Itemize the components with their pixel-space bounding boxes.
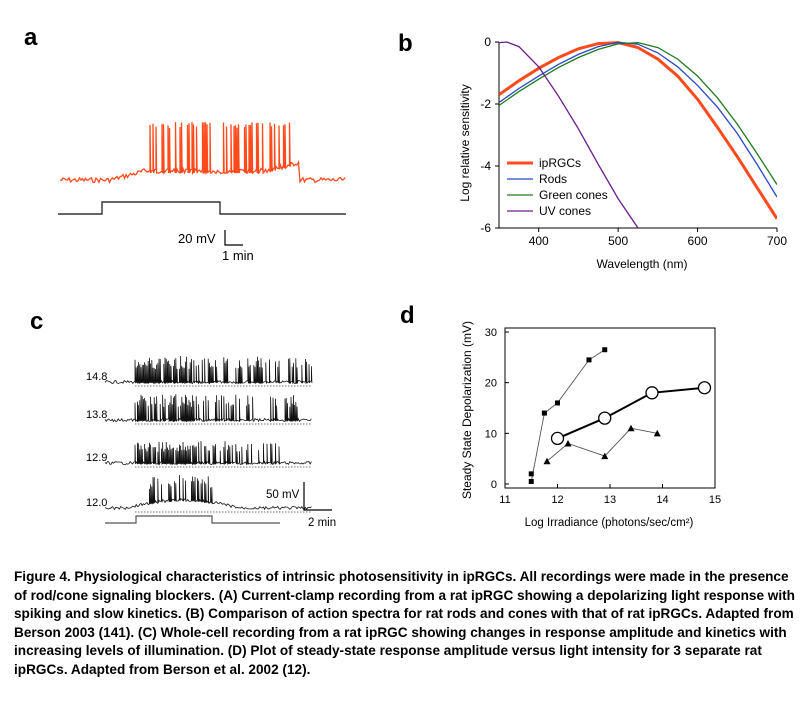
panel-a-scale-bar — [224, 230, 243, 246]
panel-c-scale-bar — [303, 482, 332, 511]
panel-d-line-square — [530, 349, 606, 482]
panel-c-trace — [104, 474, 312, 511]
panel-d-ylabel: Steady State Depolarization (mV) — [460, 321, 474, 499]
panel-b-xlabel: Wavelength (nm) — [597, 257, 688, 271]
panel-d-x-tick-label: 15 — [709, 494, 721, 506]
panel-b-y-tick-label: -2 — [480, 97, 491, 111]
panel-d-point-triangle — [653, 429, 661, 437]
panel-a-light-step — [58, 201, 346, 215]
panel-b-axes: 400 500 600 700 0 -2 -4 -6 — [480, 35, 787, 248]
panel-d-point-square — [602, 347, 608, 353]
panel-b-legend: ipRGCs Rods Green cones UV cones — [507, 156, 608, 218]
panel-d-chart: Steady State Depolarization (mV) 11 12 13 1… — [460, 321, 721, 529]
panel-b-legend-label: Rods — [539, 172, 567, 186]
panel-c-trace-label: 14.8 — [86, 371, 107, 383]
panel-a-scale-time: 1 min — [222, 248, 254, 263]
panel-d-point-square — [541, 410, 547, 416]
panel-b-chart: Log relative sensitivity 400 500 600 700 0 -2… — [458, 35, 787, 271]
panel-d-point-triangle — [543, 457, 551, 465]
panel-d-x-tick-label: 13 — [604, 494, 616, 506]
panel-c-trace — [104, 394, 312, 423]
panel-b-y-tick-label: -6 — [480, 221, 491, 235]
panel-d-letter: d — [400, 302, 415, 329]
panel-d-point-square — [555, 400, 560, 406]
panel-d-y-tick-label: 0 — [491, 479, 497, 491]
panel-a-scale-voltage: 20 mV — [178, 231, 216, 246]
panel-b-series-iprgcs — [499, 41, 777, 220]
panel-d-point-circle — [697, 381, 712, 395]
panel-d-point-circle — [550, 431, 565, 446]
panel-a-trace — [59, 121, 346, 184]
panel-c-trace — [104, 441, 312, 466]
panel-b-x-tick-label: 600 — [688, 234, 708, 248]
panel-b-ylabel: Log relative sensitivity — [458, 84, 472, 201]
panel-d-x-tick-label: 14 — [656, 494, 668, 506]
figure-caption: Figure 4. Physiological characteristics … — [14, 569, 795, 677]
panel-c-scale-time: 2 min — [308, 517, 336, 529]
panel-c-scale-voltage: 50 mV — [266, 489, 300, 501]
panel-b-letter: b — [398, 30, 413, 57]
panel-d-series — [528, 347, 712, 484]
panel-d-y-tick-label: 30 — [485, 327, 497, 339]
panel-d-point-triangle — [601, 452, 609, 460]
panel-d-point-square — [528, 478, 534, 484]
panel-c-trace-label: 12.9 — [86, 452, 107, 464]
panel-b-y-tick-label: -4 — [480, 159, 491, 173]
panel-d-y-tick-label: 20 — [485, 378, 497, 390]
panel-d-point-triangle — [564, 439, 572, 447]
panel-c-recordings: 14.8 13.8 12.9 12.0 50 mV 2 min — [86, 355, 336, 529]
panel-d-point-circle — [645, 386, 659, 400]
panel-d-x-tick-label: 11 — [499, 494, 510, 506]
panel-b-y-tick-label: 0 — [484, 35, 491, 49]
panel-d-point-square — [586, 357, 592, 363]
panel-d-y-tick-label: 10 — [485, 428, 497, 440]
panel-b-legend-label: ipRGCs — [539, 156, 581, 170]
panel-d-x-tick-label: 12 — [551, 494, 563, 506]
panel-b-series-green-cones — [499, 41, 777, 185]
panel-b-series-rods — [499, 41, 777, 198]
panel-d-point-triangle — [627, 424, 635, 432]
panel-d-line-triangle — [546, 427, 658, 462]
panel-d-xlabel: Log Irradiance (photons/sec/cm²) — [525, 517, 694, 529]
panel-b-x-tick-label: 400 — [529, 234, 549, 248]
panel-d-frame — [504, 327, 716, 489]
panel-b-x-tick-label: 500 — [608, 234, 628, 248]
panel-b-lines — [499, 41, 777, 228]
panel-c-traces: 14.8 13.8 12.9 12.0 — [86, 355, 313, 513]
panel-c-trace — [104, 355, 313, 385]
panel-b-legend-label: Green cones — [539, 188, 608, 202]
panel-b-series-uv-cones — [499, 41, 639, 228]
panel-d-axes: 11 12 13 14 15 0 10 20 30 — [485, 327, 721, 506]
panel-b-x-tick-label: 700 — [767, 234, 787, 248]
panel-c-trace-label: 12.0 — [86, 497, 107, 509]
panel-c-letter: c — [30, 308, 44, 335]
panel-a-letter: a — [24, 24, 38, 51]
panel-c-light-step — [105, 515, 280, 524]
panel-d-point-square — [528, 471, 534, 477]
panel-a-recording: 20 mV 1 min — [58, 121, 346, 263]
panel-c-trace-label: 13.8 — [86, 409, 107, 421]
panel-d-line-circle — [557, 386, 705, 440]
panel-d-point-circle — [598, 411, 612, 425]
panel-b-legend-label: UV cones — [539, 204, 591, 218]
